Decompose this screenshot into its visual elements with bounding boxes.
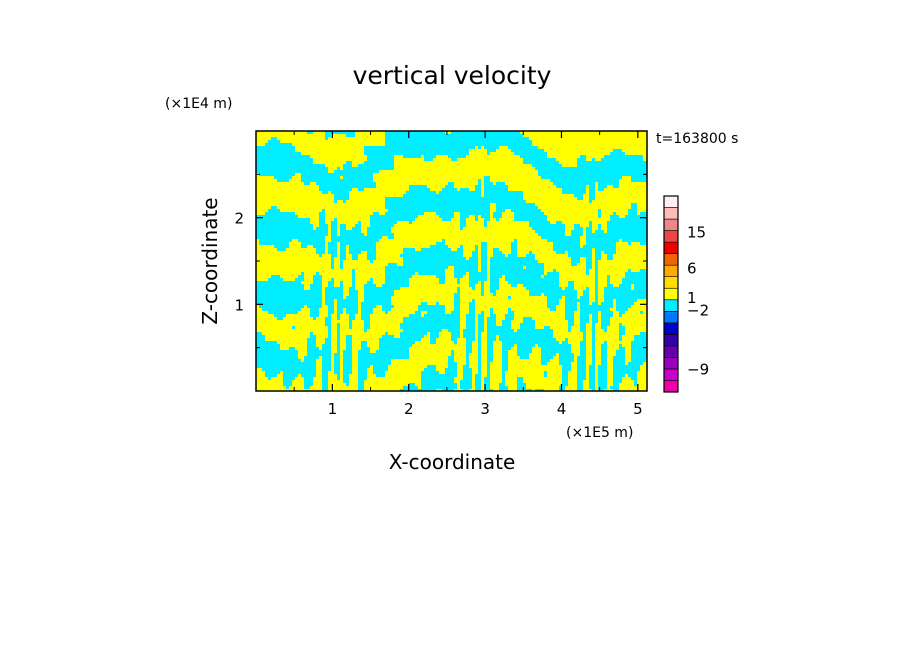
velocity-field [256,131,647,391]
colorbar-label: −9 [687,360,709,378]
colorbar-level [663,253,679,266]
x-tick-label: 5 [633,400,643,418]
x-tick-label: 4 [557,400,567,418]
colorbar-level [663,357,679,370]
colorbar-level [663,345,679,358]
colorbar: 15 6 1−2 −9 [663,195,709,393]
x-axis: 1 2 3 4 5 [293,131,643,418]
x-tick-label: 3 [480,400,490,418]
y-unit-label: (×1E4 m) [165,96,232,112]
colorbar-level [663,241,679,254]
y-axis: 12 [234,173,647,349]
colorbar-level [663,276,679,289]
colorbar-level [663,264,679,278]
colorbar-label: 6 [687,260,697,278]
colorbar-level [663,380,679,393]
colorbar-level [663,287,679,301]
colorbar-label: 1 [687,289,697,307]
colorbar-label: 15 [687,223,706,241]
y-tick-label: 2 [234,210,244,228]
positive-velocity-region [256,131,647,391]
colorbar-level [663,230,679,243]
y-axis-label: Z-coordinate [198,197,222,324]
time-label: t=163800 s [656,131,738,147]
y-tick-label: 1 [234,296,244,314]
x-axis-label: X-coordinate [389,450,516,474]
colorbar-level [663,299,679,312]
colorbar-level [663,334,679,347]
colorbar-level [663,218,679,231]
x-unit-label: (×1E5 m) [566,425,633,441]
x-tick-label: 1 [328,400,338,418]
colorbar-level [663,322,679,335]
colorbar-level [663,195,679,208]
colorbar-level [663,207,679,220]
colorbar-label: −2 [687,302,709,320]
x-tick-label: 2 [404,400,414,418]
chart-title: vertical velocity [353,61,552,90]
colorbar-level [663,310,679,324]
colorbar-level [663,368,679,381]
colorbar-frame [663,195,679,393]
